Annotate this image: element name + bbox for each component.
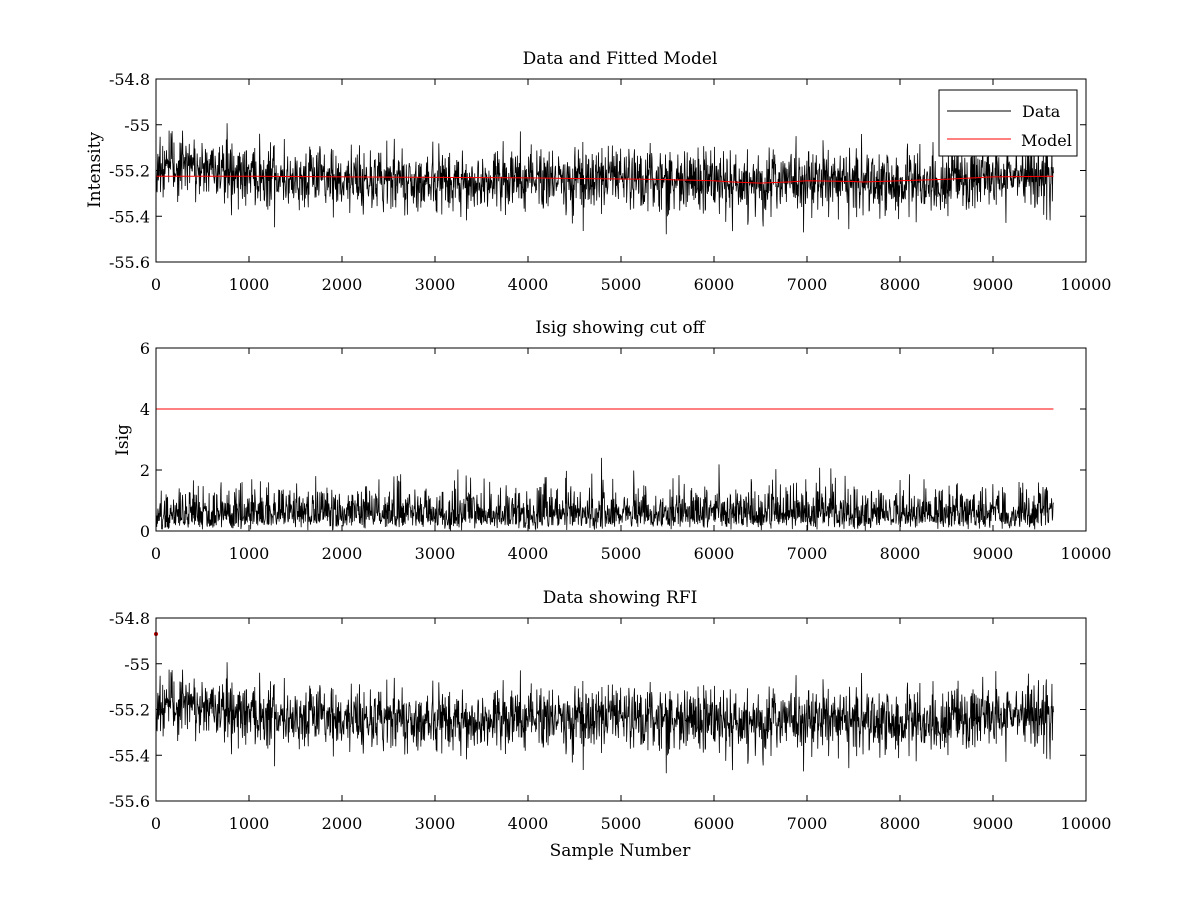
x-tick-label: 10000 bbox=[1061, 814, 1112, 833]
panel-3-axes-box bbox=[155, 617, 1087, 802]
y-tick-label: -54.8 bbox=[109, 70, 150, 89]
legend-data-label: Data bbox=[1022, 102, 1061, 121]
x-tick-label: 6000 bbox=[694, 544, 735, 563]
panel-1-plot-area bbox=[155, 78, 1087, 263]
x-tick-label: 0 bbox=[151, 544, 161, 563]
panel-1-tick-labels: 0 1000 2000 3000 4000 5000 6000 7000 8000 9000 100… bbox=[109, 70, 1111, 294]
panel-3-xlabel: Sample Number bbox=[550, 841, 692, 861]
x-tick-label: 2000 bbox=[322, 814, 363, 833]
x-tick-label: 10000 bbox=[1061, 544, 1112, 563]
x-tick-label: 5000 bbox=[601, 275, 642, 294]
data-line bbox=[155, 123, 1054, 235]
x-tick-label: 8000 bbox=[880, 275, 921, 294]
panel-2-title: Isig showing cut off bbox=[535, 318, 706, 338]
panel-3-title: Data showing RFI bbox=[543, 588, 698, 608]
panel-2-tick-labels: 0 1000 2000 3000 4000 5000 6000 7000 8000 9000 100… bbox=[140, 339, 1112, 563]
x-tick-label: 6000 bbox=[694, 275, 735, 294]
x-tick-label: 5000 bbox=[601, 544, 642, 563]
panel-2-axes-box bbox=[155, 347, 1087, 532]
series-0-line bbox=[155, 662, 1054, 774]
panel-data-and-model: Data and Fitted Model Intensity 0 1000 200… bbox=[85, 49, 1111, 294]
x-tick-label: 9000 bbox=[973, 544, 1014, 563]
panel-1-axes-box bbox=[155, 78, 1087, 263]
y-tick-label: -55.2 bbox=[109, 162, 150, 181]
x-tick-label: 9000 bbox=[973, 814, 1014, 833]
y-tick-label: 2 bbox=[140, 461, 150, 480]
x-tick-label: 1000 bbox=[229, 275, 270, 294]
panel-1-title: Data and Fitted Model bbox=[523, 49, 718, 69]
x-tick-label: 4000 bbox=[508, 544, 549, 563]
x-tick-label: 1000 bbox=[229, 544, 270, 563]
y-tick-label: -55 bbox=[124, 655, 150, 674]
x-tick-label: 7000 bbox=[787, 275, 828, 294]
model-line bbox=[156, 175, 1054, 184]
x-tick-label: 5000 bbox=[601, 814, 642, 833]
y-tick-label: 6 bbox=[140, 339, 150, 358]
y-tick-label: -55.4 bbox=[109, 207, 150, 226]
x-tick-label: 10000 bbox=[1061, 275, 1112, 294]
x-tick-label: 0 bbox=[151, 275, 161, 294]
panel-isig: Isig showing cut off Isig 0 1000 2000 3000 4… bbox=[113, 318, 1111, 563]
x-tick-label: 2000 bbox=[322, 275, 363, 294]
panel-1-ylabel: Intensity bbox=[85, 132, 105, 208]
y-tick-label: 0 bbox=[140, 522, 150, 541]
series-0-line bbox=[155, 457, 1054, 531]
x-tick-label: 7000 bbox=[787, 814, 828, 833]
x-tick-label: 0 bbox=[151, 814, 161, 833]
panel-2-ylabel: Isig bbox=[113, 424, 133, 456]
y-tick-label: 4 bbox=[140, 400, 150, 419]
y-tick-label: -54.8 bbox=[109, 609, 150, 628]
x-tick-label: 2000 bbox=[322, 544, 363, 563]
y-tick-label: -55.4 bbox=[109, 746, 150, 765]
x-tick-label: 7000 bbox=[787, 544, 828, 563]
panel-3-tick-labels: 0 1000 2000 3000 4000 5000 6000 7000 8000 9000 100… bbox=[109, 609, 1111, 833]
x-tick-label: 3000 bbox=[415, 814, 456, 833]
x-tick-label: 6000 bbox=[694, 814, 735, 833]
x-tick-label: 1000 bbox=[229, 814, 270, 833]
x-tick-label: 8000 bbox=[880, 544, 921, 563]
panel-rfi: Data showing RFI Sample Number 0 1000 2000… bbox=[109, 588, 1111, 861]
x-tick-label: 8000 bbox=[880, 814, 921, 833]
x-tick-label: 3000 bbox=[415, 544, 456, 563]
panel-1-legend: Data Model bbox=[938, 89, 1078, 157]
y-tick-label: -55.2 bbox=[109, 701, 150, 720]
x-tick-label: 9000 bbox=[973, 275, 1014, 294]
y-tick-label: -55.6 bbox=[109, 792, 150, 811]
x-tick-label: 4000 bbox=[508, 275, 549, 294]
x-tick-label: 4000 bbox=[508, 814, 549, 833]
y-tick-label: -55.6 bbox=[109, 253, 150, 272]
legend-model-label: Model bbox=[1021, 131, 1072, 150]
x-tick-label: 3000 bbox=[415, 275, 456, 294]
legend-box bbox=[938, 89, 1078, 157]
y-tick-label: -55 bbox=[124, 116, 150, 135]
